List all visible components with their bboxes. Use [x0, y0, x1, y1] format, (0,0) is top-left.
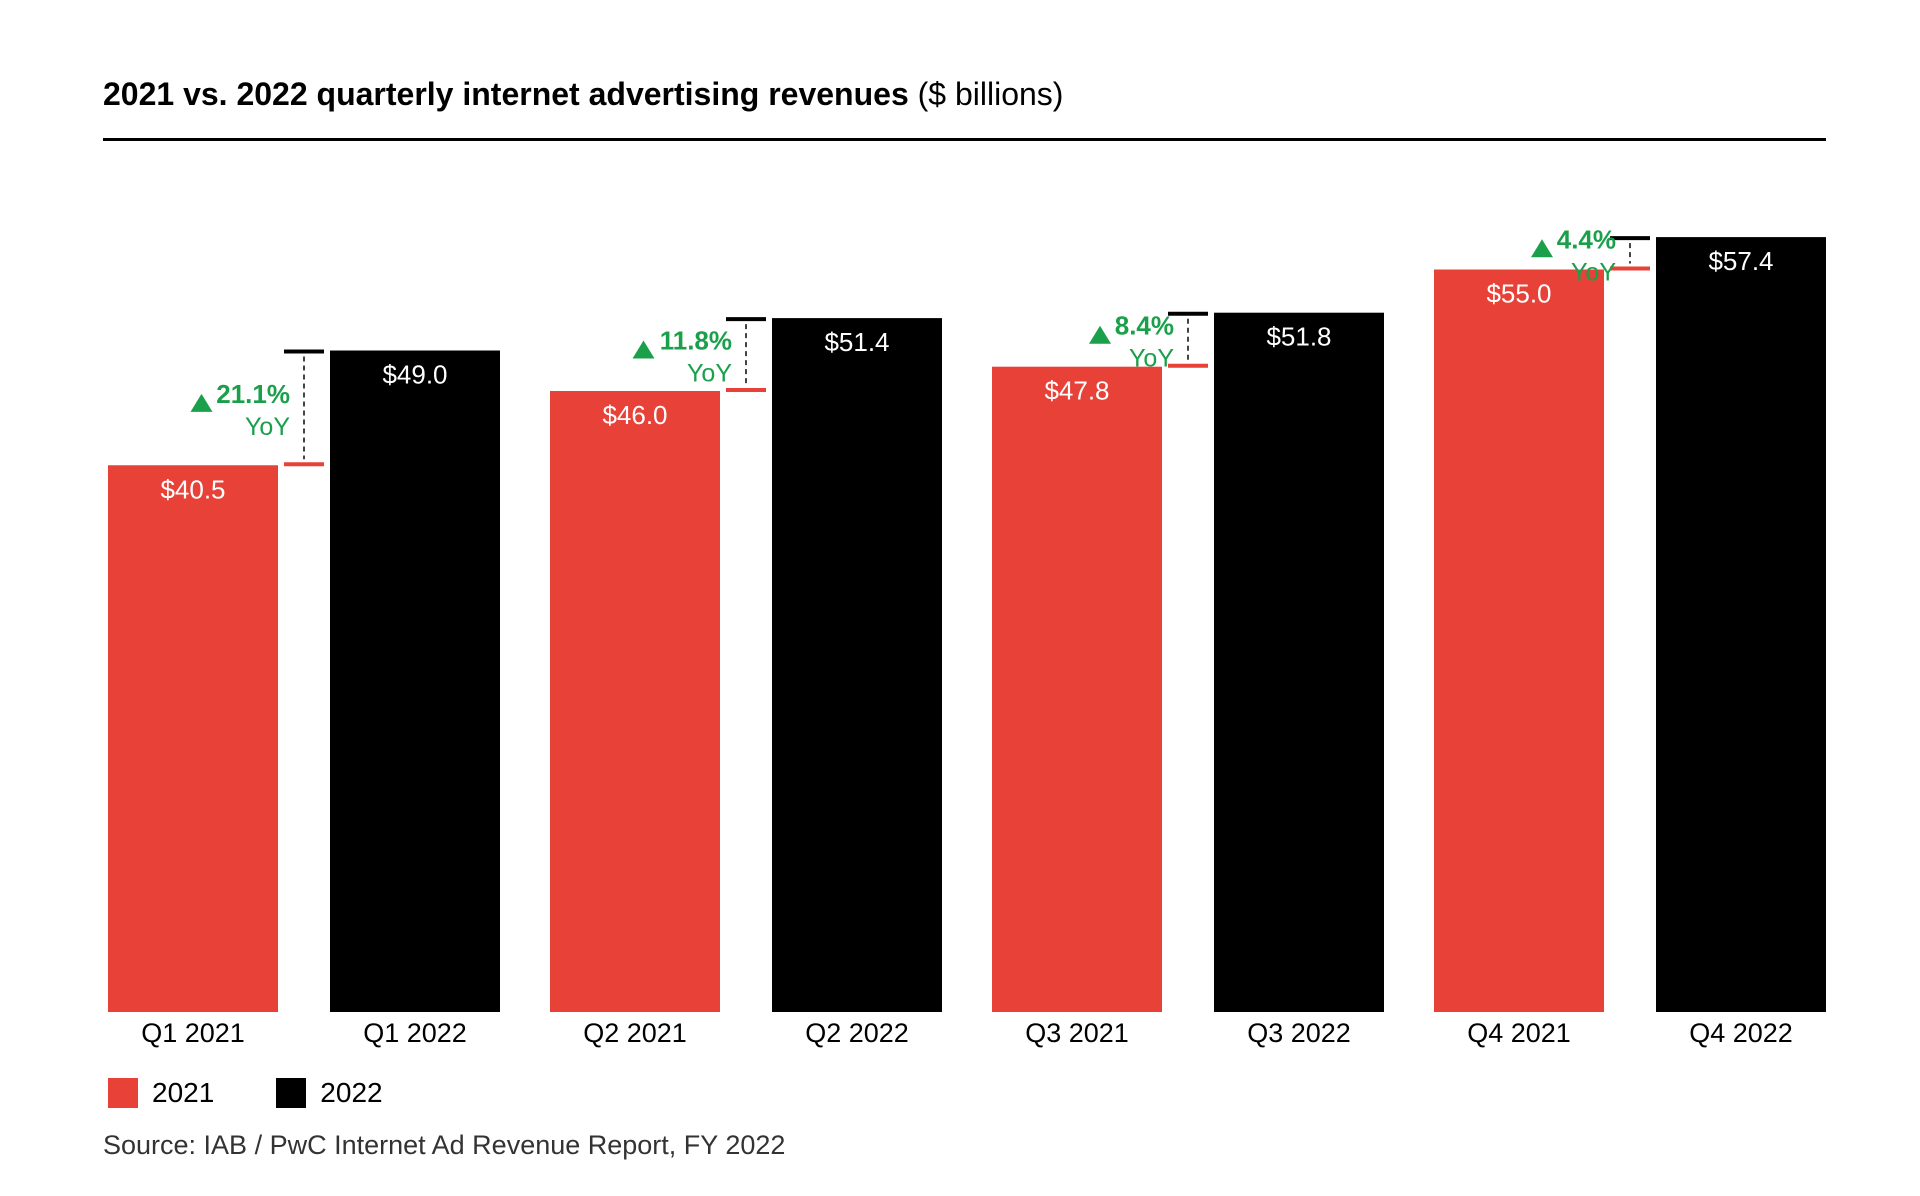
legend-label-2022: 2022 [320, 1077, 383, 1108]
bar-q4-2022 [1656, 237, 1826, 1013]
bar-q2-2021 [550, 391, 720, 1012]
legend-label-2021: 2021 [152, 1077, 215, 1108]
chart-title: 2021 vs. 2022 quarterly internet adverti… [103, 76, 1063, 113]
yoy-unit-q4: YoY [1571, 258, 1616, 286]
yoy-pct-q1: 21.1% [216, 379, 290, 409]
up-arrow-icon [632, 340, 655, 359]
category-label-q2-2022: Q2 2022 [805, 1018, 909, 1048]
legend-swatch-2022 [276, 1078, 307, 1108]
title-divider [103, 138, 1826, 141]
yoy-unit-q3: YoY [1129, 345, 1174, 373]
value-label-q1-2022: $49.0 [382, 360, 447, 390]
bar-q2-2022 [772, 318, 942, 1013]
category-label-q4-2022: Q4 2022 [1689, 1018, 1793, 1048]
legend-item-2022: 2022 [276, 1077, 383, 1109]
category-label-q1-2022: Q1 2022 [363, 1018, 467, 1048]
legend-item-2021: 2021 [108, 1077, 214, 1109]
yoy-unit-q1: YoY [245, 413, 290, 441]
bar-q3-2022 [1214, 312, 1384, 1012]
value-label-q2-2022: $51.4 [824, 327, 889, 357]
yoy-unit-q2: YoY [687, 360, 732, 388]
value-label-q4-2022: $57.4 [1708, 246, 1773, 276]
category-label-q1-2021: Q1 2021 [141, 1018, 245, 1048]
chart-title-units: ($ billions) [917, 76, 1064, 112]
chart-title-main: 2021 vs. 2022 quarterly internet adverti… [103, 76, 909, 112]
category-label-q4-2021: Q4 2021 [1467, 1018, 1571, 1048]
bar-q4-2021 [1434, 269, 1604, 1012]
value-label-q2-2021: $46.0 [602, 400, 667, 430]
value-label-q1-2021: $40.5 [160, 474, 225, 504]
legend-swatch-2021 [108, 1078, 138, 1108]
yoy-pct-q4: 4.4% [1557, 224, 1616, 254]
bar-q3-2021 [992, 366, 1162, 1012]
bar-q1-2021 [108, 465, 278, 1012]
value-label-q3-2022: $51.8 [1266, 322, 1331, 352]
up-arrow-icon [1089, 325, 1111, 344]
legend: 2021 2022 [108, 1077, 445, 1109]
value-label-q3-2021: $47.8 [1044, 376, 1109, 406]
yoy-pct-q3: 8.4% [1115, 311, 1174, 341]
value-label-q4-2021: $55.0 [1486, 279, 1551, 309]
bar-q1-2022 [330, 350, 500, 1012]
up-arrow-icon [190, 393, 213, 412]
source-note: Source: IAB / PwC Internet Ad Revenue Re… [103, 1130, 786, 1160]
category-label-q2-2021: Q2 2021 [583, 1018, 687, 1048]
category-label-q3-2022: Q3 2022 [1247, 1018, 1351, 1048]
category-label-q3-2021: Q3 2021 [1025, 1018, 1129, 1048]
up-arrow-icon [1531, 239, 1553, 258]
yoy-pct-q2: 11.8% [660, 326, 732, 356]
